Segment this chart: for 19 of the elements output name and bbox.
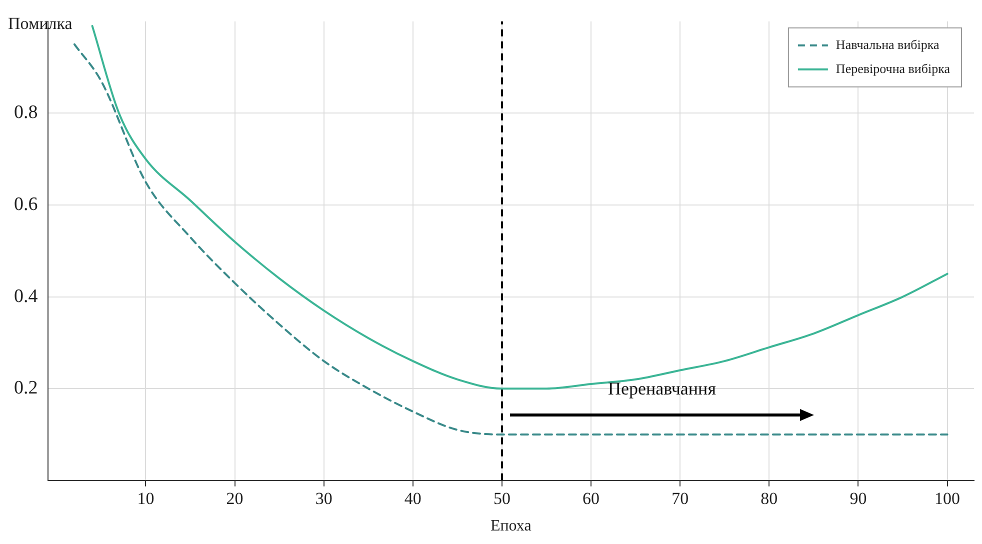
y-tick-label: 0.4 <box>14 286 38 307</box>
x-axis-title: Епоха <box>490 518 532 535</box>
x-tick-label: 20 <box>226 489 244 508</box>
annotation: Перенавчання <box>608 378 716 398</box>
y-axis-title: Помилка <box>8 14 73 33</box>
x-tick-label: 30 <box>315 489 332 508</box>
x-tick-label: 70 <box>672 489 689 508</box>
x-tick-label: 40 <box>404 489 422 508</box>
x-tick-label: 100 <box>934 489 960 508</box>
x-tick-label: 80 <box>760 489 778 508</box>
x-tick-label: 60 <box>582 489 600 508</box>
x-tick-label: 10 <box>137 489 154 508</box>
legend-label: Перевірочна вибірка <box>836 60 950 76</box>
y-tick-label: 0.6 <box>14 194 38 215</box>
y-tick-label: 0.2 <box>14 378 38 399</box>
y-tick-label: 0.8 <box>14 102 38 124</box>
x-tick-label: 50 <box>493 489 510 508</box>
x-tick-label: 90 <box>850 489 867 508</box>
legend-label: Навчальна вибірка <box>836 36 940 52</box>
